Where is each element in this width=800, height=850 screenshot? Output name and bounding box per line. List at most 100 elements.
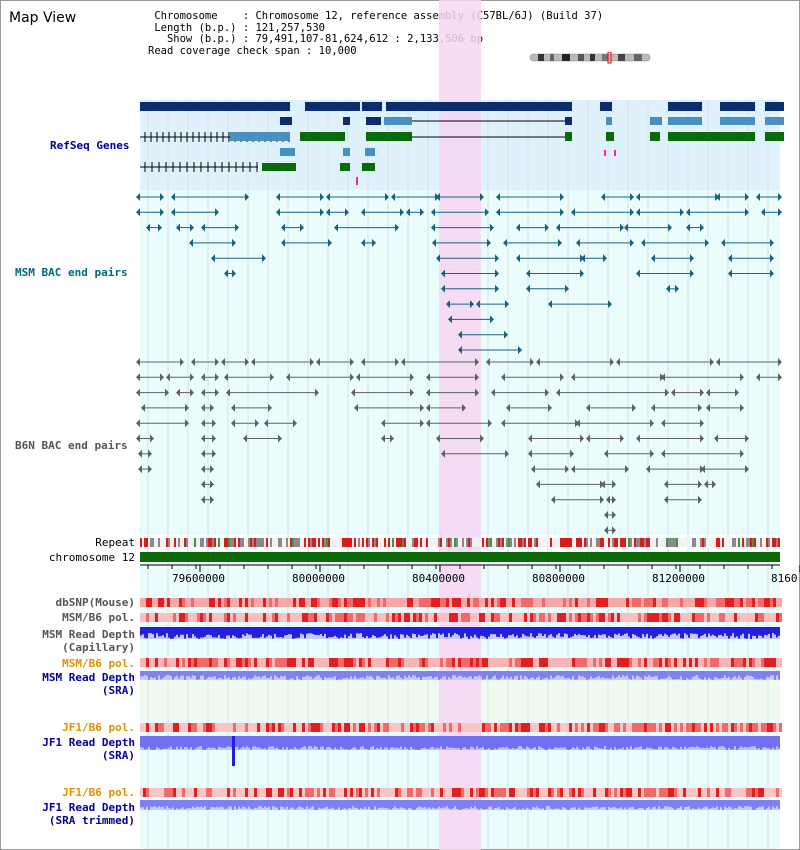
track-label-msm-b6-pol-2[interactable]: MSM/B6 pol. — [62, 657, 135, 670]
polymorphism-mark — [218, 788, 221, 797]
depth-bar — [272, 736, 274, 747]
track-label-b6n-bac[interactable]: B6N BAC end pairs — [15, 439, 128, 452]
depth-bar — [572, 671, 574, 677]
track-label-jf1-depth-trimmed[interactable]: JF1 Read Depth — [42, 801, 135, 814]
depth-bar — [270, 800, 272, 810]
track-label-msm-depth-sra[interactable]: MSM Read Depth — [42, 671, 135, 684]
bac-end-right — [650, 449, 654, 458]
polymorphism-mark — [161, 658, 164, 667]
depth-bar — [602, 627, 604, 635]
polymorphism-mark — [518, 788, 521, 797]
depth-bar — [400, 671, 402, 678]
polymorphism-mark — [686, 613, 689, 622]
repeat-mark — [488, 538, 490, 547]
gene-feature — [565, 117, 572, 125]
track-label-refseq[interactable]: RefSeq Genes — [50, 139, 130, 152]
polymorphism-mark — [341, 598, 344, 607]
polymorphism-mark — [602, 788, 605, 797]
repeat-mark — [286, 538, 288, 547]
polymorphism-mark — [401, 658, 404, 667]
depth-bar — [698, 627, 700, 639]
depth-bar — [414, 800, 416, 810]
polymorphism-mark — [692, 613, 695, 622]
depth-bar — [286, 800, 288, 807]
polymorphism-mark — [599, 598, 602, 607]
depth-bar — [244, 800, 246, 808]
depth-bar — [278, 736, 280, 749]
track-label-msm-b6-pol[interactable]: MSM/B6 pol. — [62, 611, 135, 624]
depth-bar — [576, 800, 578, 810]
polymorphism-mark — [503, 658, 506, 667]
polymorphism-mark — [212, 613, 215, 622]
depth-bar — [432, 736, 434, 747]
polymorphism-mark — [299, 788, 302, 797]
depth-bar — [408, 736, 410, 750]
track-label-msm-bac[interactable]: MSM BAC end pairs — [15, 266, 128, 279]
depth-bar — [420, 627, 422, 637]
track-label-jf1-depth-sra[interactable]: JF1 Read Depth — [42, 736, 135, 749]
polymorphism-mark — [557, 613, 560, 622]
repeat-mark — [176, 538, 178, 547]
bac-end-left — [361, 208, 365, 217]
repeat-mark — [762, 538, 764, 547]
depth-bar — [740, 800, 742, 807]
depth-bar — [450, 671, 452, 679]
repeat-mark — [210, 538, 212, 547]
track-label-msm-depth-capillary[interactable]: MSM Read Depth — [42, 628, 135, 641]
bac-end-right — [770, 238, 774, 247]
polymorphism-mark — [248, 723, 251, 732]
polymorphism-mark — [314, 598, 317, 607]
repeat-mark — [732, 538, 734, 547]
bac-end-right — [504, 330, 508, 339]
track-label-dbsnp[interactable]: dbSNP(Mouse) — [55, 596, 135, 609]
bac-end-right — [190, 388, 194, 397]
bac-end-right — [560, 193, 564, 201]
polymorphism-mark — [533, 658, 536, 667]
polymorphism-mark — [302, 788, 305, 797]
depth-bar — [548, 671, 550, 680]
depth-bar — [242, 736, 244, 747]
bac-end-left — [231, 419, 235, 428]
repeat-mark — [294, 538, 296, 547]
track-label-jf1-b6-pol-2[interactable]: JF1/B6 pol. — [62, 786, 135, 799]
polymorphism-mark — [485, 613, 488, 622]
polymorphism-mark — [500, 598, 503, 607]
bac-end-left — [189, 238, 193, 247]
repeat-mark — [670, 538, 672, 547]
polymorphism-mark — [158, 658, 161, 667]
polymorphism-mark — [182, 788, 185, 797]
polymorphism-mark — [701, 723, 704, 732]
polymorphism-mark — [548, 658, 551, 667]
depth-bar — [696, 736, 698, 747]
polymorphism-mark — [548, 598, 551, 607]
polymorphism-mark — [584, 613, 587, 622]
track-label-jf1-b6-pol[interactable]: JF1/B6 pol. — [62, 721, 135, 734]
repeat-mark — [276, 538, 278, 547]
depth-bar — [566, 627, 568, 635]
polymorphism-mark — [764, 613, 767, 622]
repeat-mark — [356, 538, 358, 547]
depth-bar — [518, 736, 520, 747]
track-label-repeat[interactable]: Repeat — [95, 536, 135, 549]
chromosome-ideogram[interactable] — [528, 52, 654, 64]
repeat-mark — [512, 538, 514, 547]
depth-bar — [522, 671, 524, 680]
depth-bar — [246, 671, 248, 680]
depth-bar — [230, 800, 232, 807]
polymorphism-mark — [368, 723, 371, 732]
polymorphism-mark — [731, 788, 734, 797]
polymorphism-mark — [371, 613, 374, 622]
track-label-chromosome[interactable]: chromosome 12 — [48, 551, 135, 564]
depth-bar — [210, 800, 212, 808]
depth-bar — [298, 800, 300, 807]
polymorphism-mark — [287, 658, 290, 667]
polymorphism-mark — [338, 613, 341, 622]
polymorphism-mark — [392, 658, 395, 667]
repeat-mark — [418, 538, 420, 547]
polymorphism-mark — [485, 598, 488, 607]
polymorphism-mark — [380, 788, 383, 797]
depth-bar — [142, 736, 144, 748]
depth-bar — [732, 736, 734, 750]
polymorphism-mark — [671, 658, 674, 667]
